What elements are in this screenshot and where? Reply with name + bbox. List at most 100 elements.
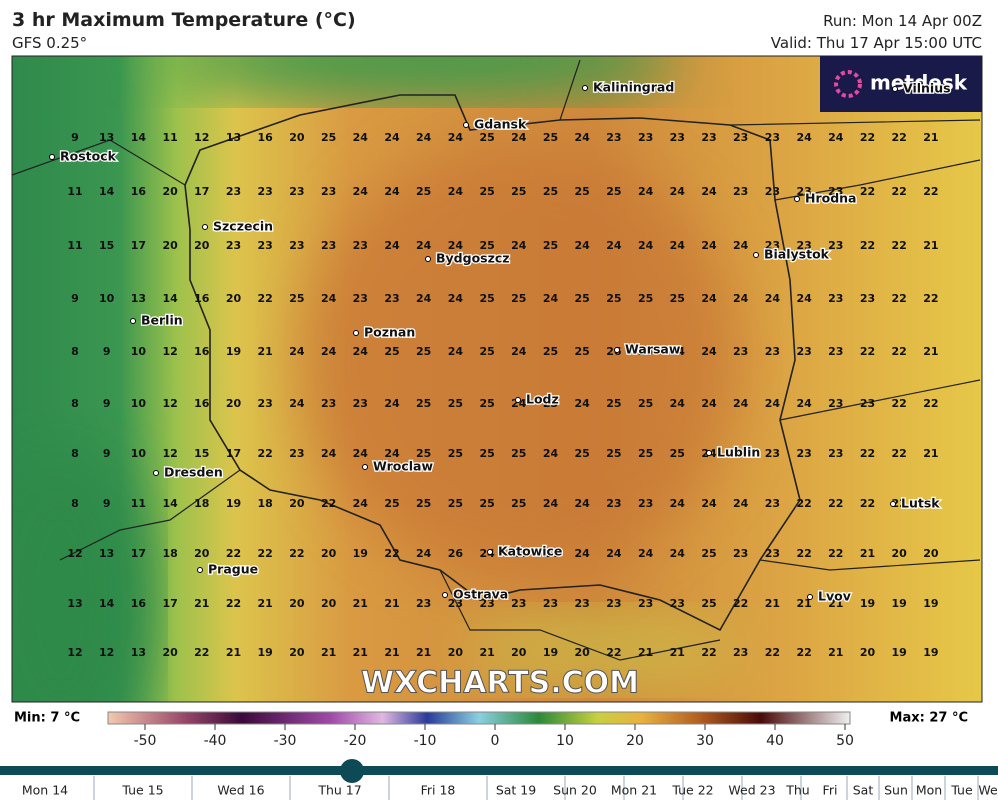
grid-value: 20 [321, 547, 337, 560]
grid-value: 22 [194, 646, 209, 659]
grid-value: 22 [384, 547, 399, 560]
timeline-day: Sun 20 [553, 783, 597, 798]
grid-value: 23 [321, 397, 336, 410]
grid-value: 24 [511, 131, 527, 144]
grid-value: 23 [828, 292, 843, 305]
timeline-day: Mon 14 [22, 783, 68, 798]
grid-value: 24 [289, 397, 305, 410]
grid-value: 11 [67, 239, 82, 252]
grid-value: 25 [416, 185, 431, 198]
city-dot [515, 397, 521, 403]
grid-value: 22 [892, 131, 907, 144]
city-label: Dresden [164, 465, 223, 480]
grid-value: 24 [733, 497, 749, 510]
city-label: Katowice [498, 544, 562, 559]
grid-value: 23 [258, 185, 273, 198]
grid-value: 24 [638, 547, 654, 560]
grid-value: 9 [103, 397, 111, 410]
grid-value: 23 [384, 292, 399, 305]
grid-value: 22 [892, 292, 907, 305]
grid-value: 20 [923, 547, 939, 560]
grid-value: 25 [511, 185, 526, 198]
grid-value: 24 [448, 185, 464, 198]
city-dot [153, 470, 159, 476]
grid-value: 20 [448, 646, 464, 659]
grid-value: 22 [923, 397, 938, 410]
timeline-day: Tue 22 [671, 783, 713, 798]
grid-value: 21 [828, 597, 843, 610]
grid-value: 16 [194, 397, 210, 410]
grid-value: 24 [670, 345, 686, 358]
grid-value: 24 [321, 447, 337, 460]
grid-value: 25 [606, 292, 621, 305]
grid-value: 25 [701, 597, 716, 610]
grid-value: 24 [416, 131, 432, 144]
grid-value: 23 [289, 447, 304, 460]
timeline-handle[interactable] [340, 759, 364, 783]
grid-value: 16 [194, 292, 210, 305]
city-dot [706, 450, 712, 456]
grid-value: 22 [796, 497, 811, 510]
grid-value: 11 [131, 497, 146, 510]
city-label: Ostrava [453, 587, 508, 602]
grid-value: 8 [71, 497, 79, 510]
grid-value: 23 [796, 239, 811, 252]
grid-value: 20 [162, 239, 178, 252]
grid-value: 12 [194, 131, 209, 144]
grid-value: 20 [194, 239, 210, 252]
grid-value: 25 [479, 447, 494, 460]
grid-value: 19 [258, 646, 273, 659]
grid-value: 21 [416, 646, 431, 659]
timeline-bar [0, 766, 998, 775]
grid-value: 26 [448, 547, 464, 560]
grid-value: 22 [733, 597, 748, 610]
grid-value: 19 [923, 646, 938, 659]
grid-value: 22 [701, 646, 716, 659]
grid-value: 12 [162, 345, 177, 358]
grid-value: 24 [289, 345, 305, 358]
grid-value: 23 [765, 497, 780, 510]
grid-value: 12 [162, 397, 177, 410]
grid-value: 24 [353, 447, 369, 460]
watermark: WXCHARTS.COM [361, 666, 639, 701]
grid-value: 24 [670, 239, 686, 252]
grid-value: 9 [103, 497, 111, 510]
grid-value: 23 [575, 597, 590, 610]
grid-value: 24 [543, 447, 559, 460]
grid-value: 16 [258, 131, 274, 144]
city-dot [753, 252, 759, 258]
grid-value: 22 [796, 547, 811, 560]
colorbar-label: -40 [204, 733, 227, 749]
grid-value: 21 [353, 646, 368, 659]
grid-value: 23 [416, 597, 431, 610]
grid-value: 22 [860, 497, 875, 510]
grid-value: 25 [543, 131, 558, 144]
grid-value: 22 [892, 397, 907, 410]
grid-value: 23 [828, 185, 843, 198]
grid-value: 13 [131, 292, 146, 305]
grid-value: 22 [860, 131, 875, 144]
grid-value: 24 [479, 547, 495, 560]
grid-value: 25 [543, 345, 558, 358]
grid-value: 23 [226, 185, 241, 198]
grid-value: 20 [860, 646, 876, 659]
grid-value: 21 [670, 646, 685, 659]
grid-value: 23 [765, 447, 780, 460]
grid-value: 24 [733, 292, 749, 305]
grid-value: 24 [701, 292, 717, 305]
timeline-day: Fri [823, 783, 838, 798]
grid-value: 19 [860, 597, 875, 610]
grid-value: 25 [448, 497, 463, 510]
timeline-day: Wed 23 [728, 783, 775, 798]
legend-max: Max: 27 °C [890, 711, 968, 726]
grid-value: 25 [511, 292, 526, 305]
colorbar [107, 711, 851, 725]
grid-value: 25 [479, 185, 494, 198]
grid-value: 24 [701, 497, 717, 510]
grid-value: 24 [384, 447, 400, 460]
grid-value: 25 [416, 397, 431, 410]
grid-value: 20 [162, 646, 178, 659]
grid-value: 25 [479, 497, 494, 510]
grid-value: 21 [353, 597, 368, 610]
